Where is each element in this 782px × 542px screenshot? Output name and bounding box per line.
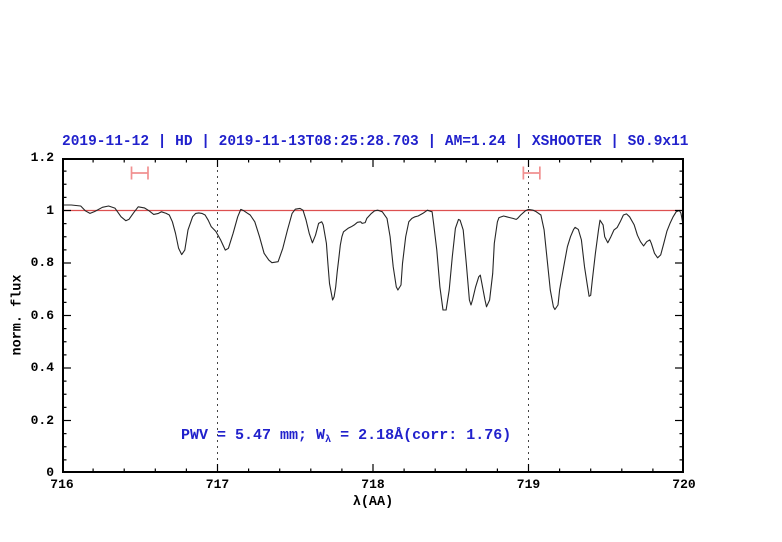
y-tick-label: 0.2 [30, 412, 54, 428]
y-tick-label: 0.4 [30, 360, 54, 375]
pwv-annotation-prefix: PWV = 5.47 mm; W [181, 427, 326, 444]
pwv-annotation-subscript: λ [325, 435, 332, 447]
spectrum-line [61, 204, 685, 311]
y-tick-label: 0.6 [30, 307, 54, 323]
plot-area [61, 157, 685, 474]
x-tick-label: 719 [516, 477, 541, 492]
spectrum-plot-canvas [61, 157, 685, 474]
y-tick-label: 1.2 [30, 150, 54, 165]
band-marker [522, 166, 541, 180]
x-tick-label: 720 [672, 477, 696, 492]
x-tick-label: 717 [205, 477, 230, 492]
x-tick-label: 718 [361, 477, 385, 492]
x-axis-label: λ(AA) [352, 495, 394, 510]
pwv-annotation: PWV = 5.47 mm; Wλ = 2.18Å(corr: 1.76) [145, 410, 511, 463]
y-tick-label: 0.8 [30, 255, 54, 270]
band-marker [130, 166, 149, 180]
pwv-annotation-suffix: = 2.18Å(corr: 1.76) [331, 427, 512, 444]
plot-frame [62, 158, 684, 473]
y-tick-label: 0 [46, 465, 54, 480]
y-tick-label: 1 [46, 202, 54, 218]
plot-title: 2019-11-12 | HD | 2019-11-13T08:25:28.70… [62, 134, 689, 150]
x-tick-label: 716 [50, 477, 74, 492]
